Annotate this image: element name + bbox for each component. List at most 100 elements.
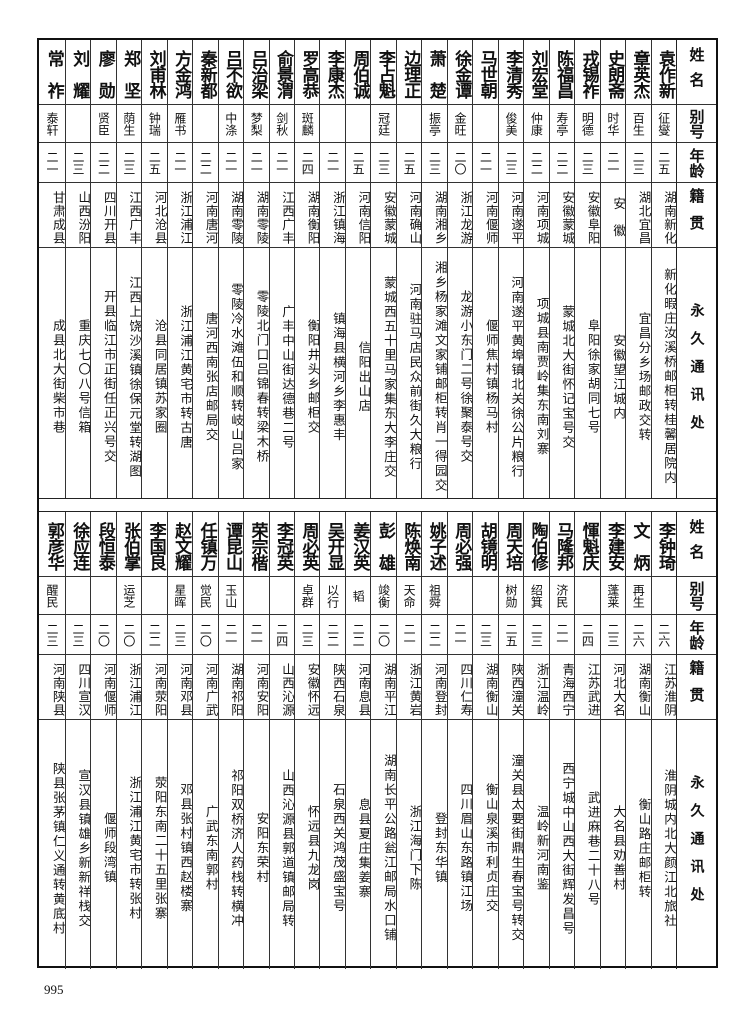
person-address: 零陵冷水滩伍和顺转岐山吕家 (229, 282, 245, 472)
person-name: 章英杰 (626, 40, 651, 105)
person-alias: 金旺 (447, 105, 473, 143)
person-name: 李国良 (142, 512, 167, 577)
person-alias (65, 577, 91, 615)
person-column: 马隆邦 济民 二一 青海西宁 西宁城中山西大街辉发昌号 (548, 512, 575, 969)
person-address: 浙江浦江黄宅市转张村 (127, 776, 143, 921)
person-address: 信阳出山店 (356, 340, 372, 414)
person-alias: 泰轩 (39, 105, 65, 143)
person-age: 二三 (473, 615, 498, 655)
person-name: 萧 楚 (422, 40, 447, 105)
person-alias: 再生 (626, 577, 651, 615)
person-address: 衡山泉溪市利贞庄交 (483, 783, 499, 914)
person-address: 邓县张村镇西赵楼寨 (178, 783, 194, 914)
person-name: 姚子述 (422, 512, 447, 577)
person-age: 二三 (524, 615, 549, 655)
person-name: 惲魁庆 (575, 512, 600, 577)
person-column: 秦新都 二二 河南唐河 唐河西南张店邮局交 (192, 40, 219, 498)
person-column: 姜汉英韬二二 河南息县 息县夏庄集姜寨 (344, 512, 371, 969)
person-address: 重庆七〇八号信箱 (76, 319, 92, 435)
person-age: 二〇 (116, 615, 142, 655)
person-address: 新化暇庄汝溪桥邮柜转桂馨居院内 (662, 268, 677, 486)
person-address: 武进麻巷二十八号 (585, 790, 601, 907)
person-age: 二三 (39, 615, 65, 655)
person-column: 惲魁庆 二四 江苏武进 武进麻巷二十八号 (574, 512, 601, 969)
person-address: 登封东华镇 (432, 812, 448, 885)
person-alias: 醒民 (39, 577, 65, 615)
person-column: 方金鸿 雁书 二一 浙江浦江 浙江浦江黄宅市转古唐 (166, 40, 193, 498)
person-age: 二三 (626, 143, 651, 183)
person-native: 湖南零陵 (244, 183, 270, 248)
person-address: 偃师焦村镇杨马村 (483, 319, 499, 435)
page-number: 995 (44, 982, 64, 997)
person-alias: 贤臣 (91, 105, 116, 143)
person-native: 湖南零陵 (218, 183, 244, 248)
person-column: 刘甫林 钟瑞 二五 河北沧县 沧县同居镇苏家圈 (141, 40, 168, 498)
person-address: 山西沁源县郭道镇邮局转 (279, 768, 295, 929)
person-age: 二二 (91, 143, 116, 183)
person-address: 湘乡杨家滩文家铺邮柜转肖一得园交 (432, 261, 448, 493)
person-native: 浙江黄岩 (396, 655, 422, 720)
person-native: 河南确山 (396, 183, 422, 248)
person-age: 二二 (142, 615, 167, 655)
person-name: 袁作新 (651, 40, 676, 105)
person-column: 周伯诚 二五 河南信阳 信阳出山店 (344, 40, 372, 498)
person-address: 四川眉山东路镇江场 (458, 783, 474, 914)
person-address: 开县临江市正街任正兴号交 (101, 290, 117, 464)
person-address: 温岭新河南鉴 (534, 805, 550, 892)
person-name: 刘 耀 (65, 40, 91, 105)
person-name: 彭 雄 (371, 512, 396, 577)
person-age: 二三 (65, 615, 91, 655)
person-native: 江西广丰 (116, 183, 142, 248)
person-age: 二三 (422, 143, 447, 183)
person-native: 浙江镇海 (320, 183, 346, 248)
person-column: 彭 雄竣衡 二〇 湖南平江 湖南长平公路瓮江邮局水口铺 (370, 512, 397, 969)
person-alias: 俊美 (498, 105, 524, 143)
person-native: 安徽怀远 (294, 655, 320, 720)
person-column: 萧 楚振亭 二三 湖南湘乡 湘乡杨家滩文家铺邮柜转肖一得园交 (421, 40, 448, 498)
person-native: 河南广武 (193, 655, 219, 720)
person-name: 李占魁 (371, 40, 396, 105)
person-name: 文 炳 (626, 512, 651, 577)
person-age: 二四 (269, 615, 294, 655)
person-column: 陶伯修 绍箕 二三 浙江温岭 温岭新河南鉴 (523, 512, 550, 969)
person-column: 廖 勋贤臣 二二 四川开县 开县临江市正街任正兴号交 (90, 40, 117, 498)
person-native: 河南登封 (422, 655, 448, 720)
person-column: 俞景渭 剑秋 二一 江西广丰 广丰中山街达德巷二号 (268, 40, 295, 498)
person-column: 李康杰 二一 浙江镇海 镇海县横河乡李惠丰 (319, 40, 346, 498)
header-native: 籍贯 (677, 655, 716, 720)
person-age: 二三 (600, 615, 626, 655)
header-name: 姓名 (677, 40, 716, 105)
person-native: 安徽蒙城 (371, 183, 397, 248)
person-column: 李冠英 二四 山西沁源 山西沁源县郭道镇邮局转 (268, 512, 295, 969)
person-alias: 振亭 (422, 105, 447, 143)
person-native: 河南荥阳 (142, 655, 168, 720)
person-column: 李建安 蓬莱 二三 河北大名 大名县劝善村 (599, 512, 626, 969)
person-native: 河南偃师 (91, 655, 117, 720)
person-native: 江苏淮阴 (651, 655, 677, 720)
person-age: 二五 (396, 143, 422, 183)
person-address: 陕县张茅镇仁义通转黄底村 (50, 761, 66, 936)
person-alias (320, 105, 345, 143)
person-native: 河南遂平 (498, 183, 524, 248)
person-native: 河南安阳 (244, 655, 270, 720)
person-age: 二三 (498, 143, 524, 183)
person-name: 张伯掌 (116, 512, 142, 577)
person-age: 二一 (396, 615, 422, 655)
person-native: 安 徽 (600, 183, 626, 248)
person-name: 李建安 (600, 512, 626, 577)
person-address: 偃师段湾镇 (101, 812, 117, 885)
person-alias (473, 577, 498, 615)
person-address: 潼关县太要街鼎生春宝号转交 (509, 754, 525, 943)
person-native: 浙江浦江 (167, 183, 193, 248)
person-alias: 中涤 (218, 105, 244, 143)
header-native: 籍贯 (677, 183, 716, 248)
person-alias: 韬 (345, 577, 371, 615)
person-alias (91, 577, 116, 615)
person-address: 浙江海门下陈 (407, 805, 423, 892)
header-alias: 别号 (677, 105, 716, 143)
person-age: 二一 (549, 615, 575, 655)
person-native: 湖北宜昌 (626, 183, 652, 248)
header-age: 年龄 (677, 143, 716, 183)
person-native: 浙江龙游 (447, 183, 473, 248)
person-age: 二五 (651, 143, 676, 183)
